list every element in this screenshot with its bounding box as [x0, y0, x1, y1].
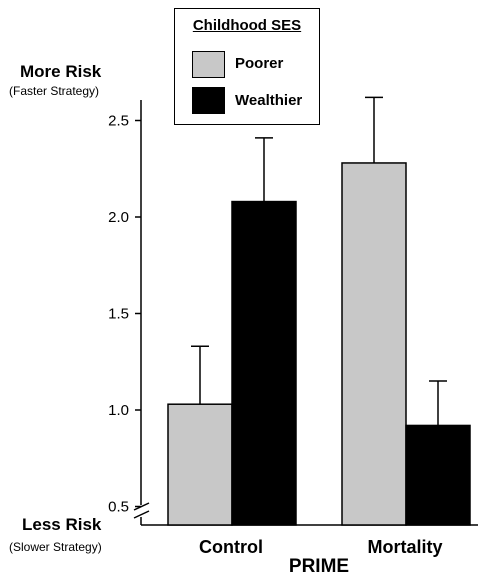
- y-axis-sublabel-bottom: (Slower Strategy): [9, 540, 102, 554]
- error-bars: [191, 96, 447, 426]
- y-tick-label: 2.0: [108, 209, 129, 226]
- y-axis-label-top: More Risk: [20, 62, 102, 81]
- category-label-control: Control: [199, 537, 263, 557]
- y-tick-label: 1.5: [108, 306, 129, 323]
- bar-poorer-control: [167, 403, 233, 526]
- y-tick-label: 0.5: [108, 499, 129, 516]
- legend-title: Childhood SES: [192, 17, 302, 34]
- y-axis-label-bottom: Less Risk: [22, 515, 102, 534]
- axis-break-mark: [133, 502, 150, 511]
- y-ticks: 0.5 1.0 1.5 2.0 2.5: [108, 113, 141, 516]
- y-tick-label: 2.5: [108, 113, 129, 130]
- legend-swatch-poorer: [192, 51, 225, 78]
- legend: Childhood SES Poorer Wealthier: [174, 8, 320, 125]
- x-axis-title: PRIME: [288, 556, 350, 577]
- bars: [167, 162, 471, 526]
- legend-label-wealthier: Wealthier: [235, 92, 303, 109]
- bar-wealthier-control: [231, 200, 297, 526]
- legend-label-poorer: Poorer: [235, 55, 284, 72]
- bar-wealthier-mortality: [405, 424, 471, 526]
- y-tick-label: 1.0: [108, 402, 129, 419]
- legend-swatch-wealthier: [192, 87, 225, 114]
- bar-poorer-mortality: [341, 162, 407, 526]
- axis-break-mark: [133, 510, 150, 519]
- category-label-mortality: Mortality: [367, 537, 443, 557]
- y-axis-sublabel-top: (Faster Strategy): [9, 84, 100, 98]
